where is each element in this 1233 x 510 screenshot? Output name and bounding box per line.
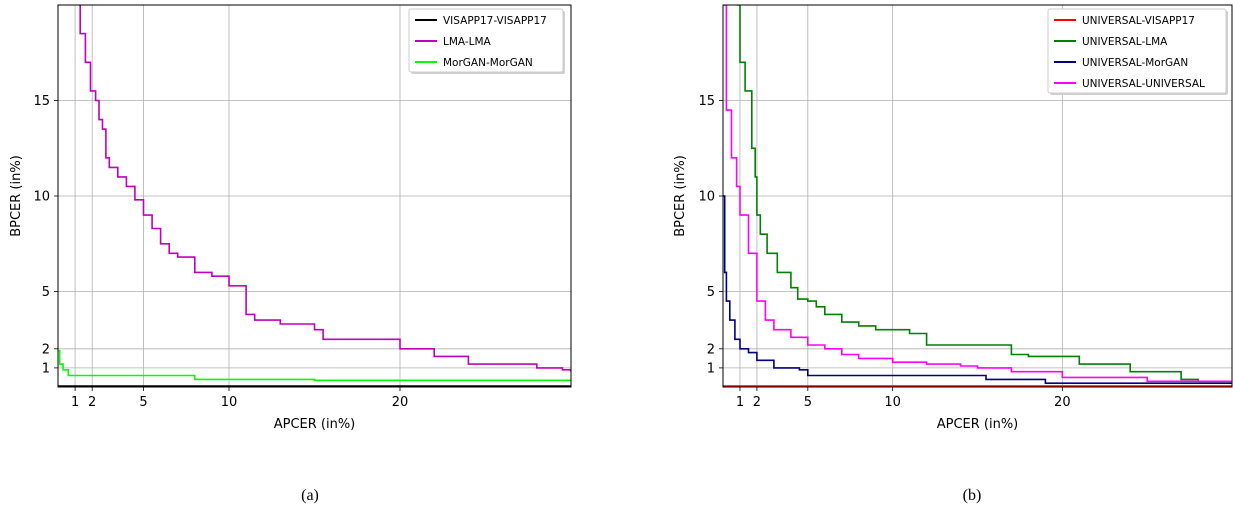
x-tick-label: 2 bbox=[753, 395, 761, 410]
x-axis-label: APCER (in%) bbox=[937, 417, 1019, 432]
y-tick-label: 10 bbox=[33, 190, 50, 205]
legend-entry-label: UNIVERSAL-UNIVERSAL bbox=[1082, 78, 1205, 90]
y-tick-label: 15 bbox=[698, 94, 715, 109]
y-tick-label: 2 bbox=[42, 342, 50, 357]
x-tick-label: 1 bbox=[71, 395, 79, 410]
legend: UNIVERSAL-VISAPP17 UNIVERSAL-LMA UNIVERSAL… bbox=[1047, 8, 1228, 95]
x-tick-label: 20 bbox=[392, 395, 409, 410]
series-line-2 bbox=[723, 195, 1232, 384]
y-tick-label: 10 bbox=[698, 190, 715, 205]
x-tick-label: 5 bbox=[139, 395, 147, 410]
y-tick-label: 5 bbox=[707, 285, 715, 300]
figure-caption: (b) bbox=[963, 487, 982, 504]
y-axis-label: BPCER (in%) bbox=[9, 155, 24, 237]
legend-entry-label: UNIVERSAL-LMA bbox=[1082, 36, 1168, 48]
legend-entry-label: MorGAN-MorGAN bbox=[443, 57, 533, 69]
y-tick-label: 5 bbox=[42, 285, 50, 300]
legend-entry-label: LMA-LMA bbox=[443, 36, 492, 48]
y-tick-label: 1 bbox=[707, 361, 715, 376]
series-line-3 bbox=[723, 5, 1232, 384]
x-tick-label: 2 bbox=[88, 395, 96, 410]
x-tick-label: 20 bbox=[1054, 395, 1071, 410]
series-line-1 bbox=[736, 5, 1232, 383]
series-line-2 bbox=[58, 349, 571, 382]
series-line-1 bbox=[78, 5, 571, 372]
y-axis-label: BPCER (in%) bbox=[673, 155, 688, 237]
series-group bbox=[58, 5, 571, 387]
figure-caption: (a) bbox=[301, 487, 319, 504]
legend-box bbox=[408, 8, 564, 73]
x-tick-label: 5 bbox=[804, 395, 812, 410]
legend-box bbox=[1047, 8, 1227, 94]
y-tick-label: 1 bbox=[42, 361, 50, 376]
x-tick-label: 10 bbox=[884, 395, 901, 410]
series-group bbox=[723, 5, 1232, 387]
y-tick-label: 15 bbox=[33, 94, 50, 109]
legend-entry-label: VISAPP17-VISAPP17 bbox=[443, 15, 547, 27]
x-axis-label: APCER (in%) bbox=[274, 417, 356, 432]
x-tick-label: 10 bbox=[221, 395, 238, 410]
legend: VISAPP17-VISAPP17 LMA-LMA MorGAN-MorGAN bbox=[408, 8, 565, 74]
legend-entry-label: UNIVERSAL-MorGAN bbox=[1082, 57, 1188, 69]
x-tick-label: 1 bbox=[736, 395, 744, 410]
legend-entry-label: UNIVERSAL-VISAPP17 bbox=[1082, 15, 1195, 27]
y-tick-label: 2 bbox=[707, 342, 715, 357]
